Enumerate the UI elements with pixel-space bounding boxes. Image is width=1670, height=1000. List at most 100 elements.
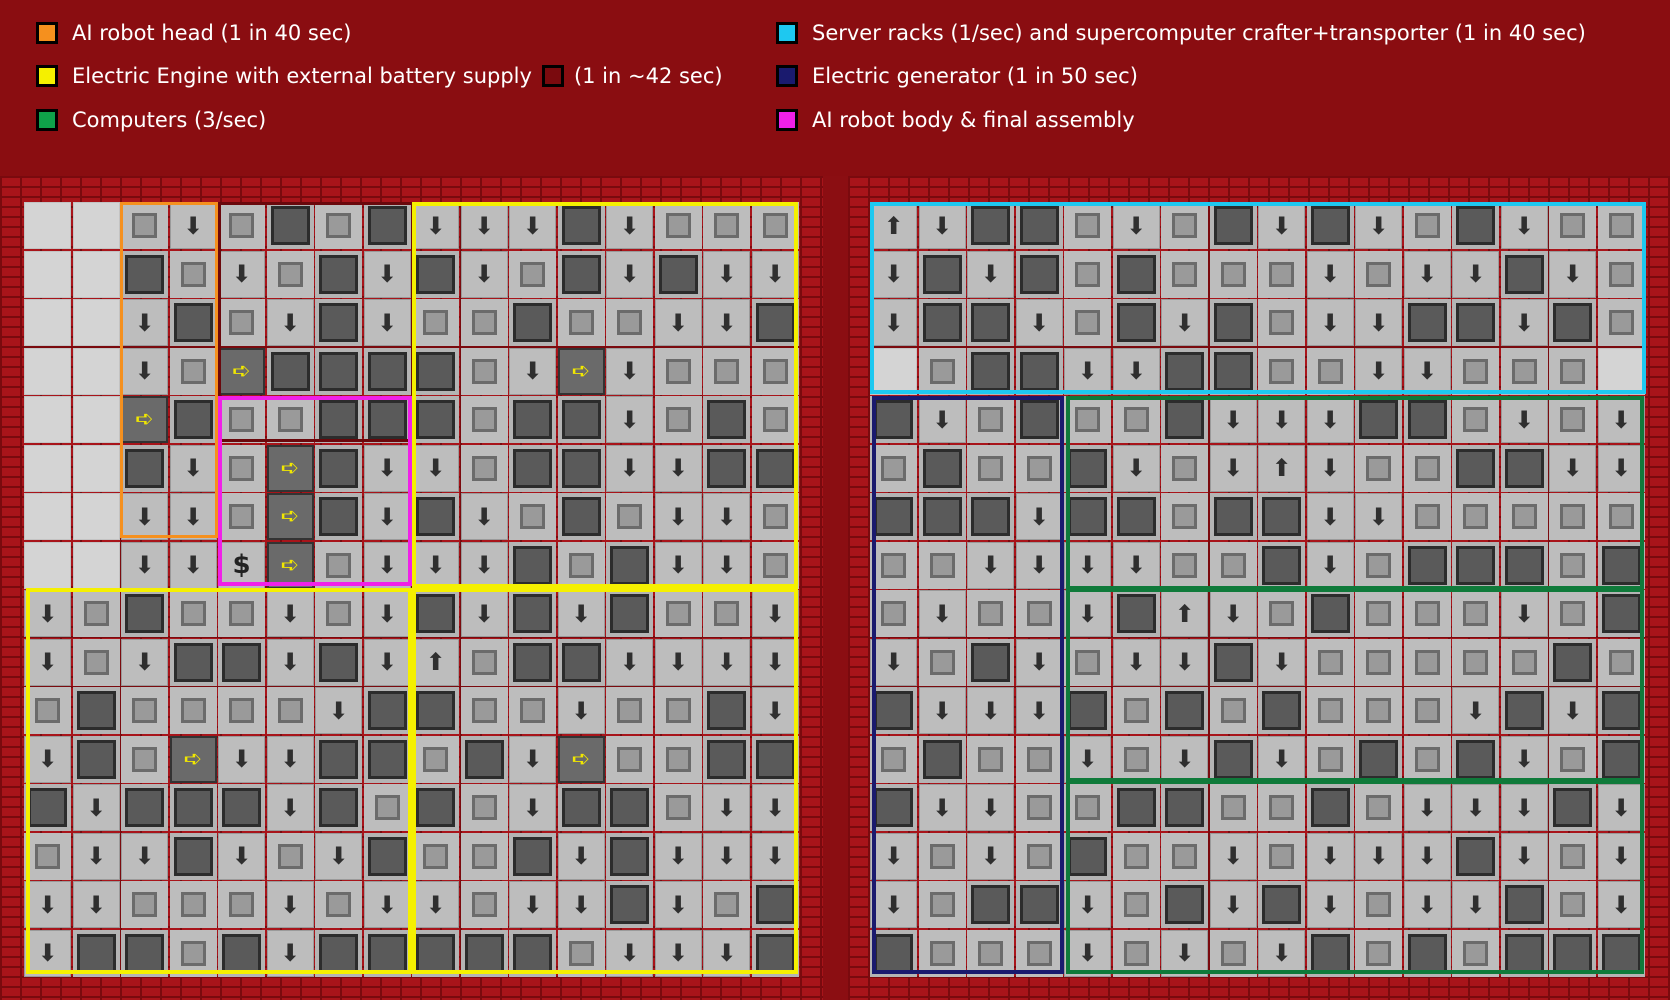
- arrow-icon: ⬇: [315, 832, 362, 880]
- factory-tile: [315, 881, 362, 928]
- factory-tile: [169, 299, 217, 346]
- factory-tile: [72, 687, 120, 734]
- factory-tile: [1258, 784, 1305, 831]
- factory-tile: [557, 299, 605, 346]
- machine-icon: ➪: [266, 444, 314, 492]
- factory-tile: [654, 590, 702, 637]
- arrow-icon: ⬇: [1306, 299, 1354, 346]
- factory-tile: [703, 347, 750, 395]
- arrow-icon: ⬇: [1403, 347, 1451, 395]
- arrow-icon: ⬇: [412, 541, 459, 589]
- factory-tile: [72, 202, 120, 249]
- arrow-icon: ⬇: [509, 202, 556, 249]
- factory-tile: [1549, 784, 1596, 831]
- factory-tile: [1112, 784, 1160, 831]
- arrow-icon: ⬇: [703, 493, 750, 540]
- arrow-icon: ⬇: [460, 250, 508, 298]
- factory-tile: [169, 396, 217, 443]
- factory-tile: [1209, 299, 1257, 346]
- factory-tile: [918, 881, 966, 928]
- legend-label: Electric Engine with external battery su…: [72, 64, 532, 88]
- factory-tile: [509, 396, 556, 443]
- factory-tile: [1403, 396, 1451, 443]
- factory-tile: [703, 444, 750, 492]
- arrow-icon: ⬇: [266, 590, 314, 637]
- factory-tile: [1500, 881, 1548, 928]
- arrow-icon: ⬇: [1403, 832, 1451, 880]
- legend-item-server: Server racks (1/sec) and supercomputer c…: [776, 18, 1586, 48]
- arrow-icon: ⬇: [509, 735, 556, 783]
- factory-tile: [412, 347, 459, 395]
- arrow-icon: ⬇: [266, 784, 314, 831]
- arrow-icon: ⬇: [72, 832, 120, 880]
- factory-tile: [266, 347, 314, 395]
- factory-tile: [1161, 541, 1208, 589]
- factory-tile: [509, 493, 556, 540]
- factory-tile: [509, 250, 556, 298]
- factory-tile: [870, 396, 917, 443]
- arrow-icon: ⬇: [751, 638, 799, 686]
- factory-tile: [1403, 638, 1451, 686]
- factory-tile: [121, 784, 168, 831]
- machine-icon: ➪: [169, 735, 217, 783]
- factory-tile: [460, 929, 508, 977]
- arrow-icon: ⬇: [1112, 347, 1160, 395]
- factory-tile: [918, 250, 966, 298]
- factory-tile: [1209, 347, 1257, 395]
- arrow-icon: ⬇: [918, 590, 966, 637]
- legend-label: AI robot body & final assembly: [812, 108, 1135, 132]
- factory-tile: [24, 299, 71, 346]
- factory-tile: [1209, 687, 1257, 734]
- factory-tile: [315, 784, 362, 831]
- factory-tile: [363, 347, 411, 395]
- factory-tile: [1597, 735, 1645, 783]
- arrow-icon: ⬇: [412, 202, 459, 249]
- factory-tile: [218, 638, 265, 686]
- factory-tile: [24, 541, 71, 589]
- arrow-icon: ⬇: [967, 832, 1014, 880]
- arrow-icon: ⬇: [121, 347, 168, 395]
- factory-tile: [218, 493, 265, 540]
- factory-tile: [1258, 347, 1305, 395]
- arrow-icon: ⬇: [121, 832, 168, 880]
- factory-tile: [654, 250, 702, 298]
- arrow-icon: ⬇: [460, 541, 508, 589]
- factory-tile: [1549, 929, 1596, 977]
- factory-tile: [967, 444, 1014, 492]
- factory-tile: [703, 687, 750, 734]
- right-board: ⬆ ⬇ ⬇ ⬇ ⬇ ⬇ ⬇ ⬇ ⬇ ⬇ ⬇ ⬇ ⬇ ⬇ ⬇ ⬇ ⬇ ⬇ ⬇ ⬇ ⬇ ⬇ ⬇ ⬇ ⬇ ⬇ ⬇ ⬇ ⬇ ⬇ ⬆ ⬇ ⬇ ⬇ ⬇ ⬇ ⬇ ⬇ ⬇ ⬇…: [848, 176, 1670, 1000]
- factory-tile: [1015, 784, 1063, 831]
- factory-tile: [412, 493, 459, 540]
- factory-tile: [1209, 638, 1257, 686]
- factory-tile: [606, 735, 653, 783]
- factory-tile: [1112, 832, 1160, 880]
- arrow-icon: ⬇: [24, 735, 71, 783]
- arrow-icon: ⬇: [606, 396, 653, 443]
- factory-tile: [315, 590, 362, 637]
- factory-tile: [121, 202, 168, 249]
- arrow-icon: ⬇: [1112, 202, 1160, 249]
- factory-tile: [870, 493, 917, 540]
- factory-tile: [751, 299, 799, 346]
- factory-tile: [1015, 250, 1063, 298]
- factory-tile: [1258, 541, 1305, 589]
- factory-tile: [121, 250, 168, 298]
- arrow-icon: ⬇: [363, 250, 411, 298]
- arrow-icon: ⬇: [266, 638, 314, 686]
- arrow-icon: ⬇: [1064, 929, 1111, 977]
- legend-swatch-yellow: [36, 65, 58, 87]
- arrow-icon: ⬇: [72, 881, 120, 928]
- factory-tile: [169, 929, 217, 977]
- factory-tile: [72, 396, 120, 443]
- factory-tile: [606, 541, 653, 589]
- factory-tile: [1015, 881, 1063, 928]
- factory-tile: [918, 444, 966, 492]
- legend-item-computers: Computers (3/sec): [36, 105, 266, 135]
- factory-tile: [654, 347, 702, 395]
- arrow-icon: ⬇: [1306, 250, 1354, 298]
- factory-tile: [1355, 638, 1402, 686]
- factory-tile: [1209, 735, 1257, 783]
- factory-tile: [266, 832, 314, 880]
- arrow-icon: ⬇: [412, 881, 459, 928]
- arrow-icon: ⬇: [1306, 444, 1354, 492]
